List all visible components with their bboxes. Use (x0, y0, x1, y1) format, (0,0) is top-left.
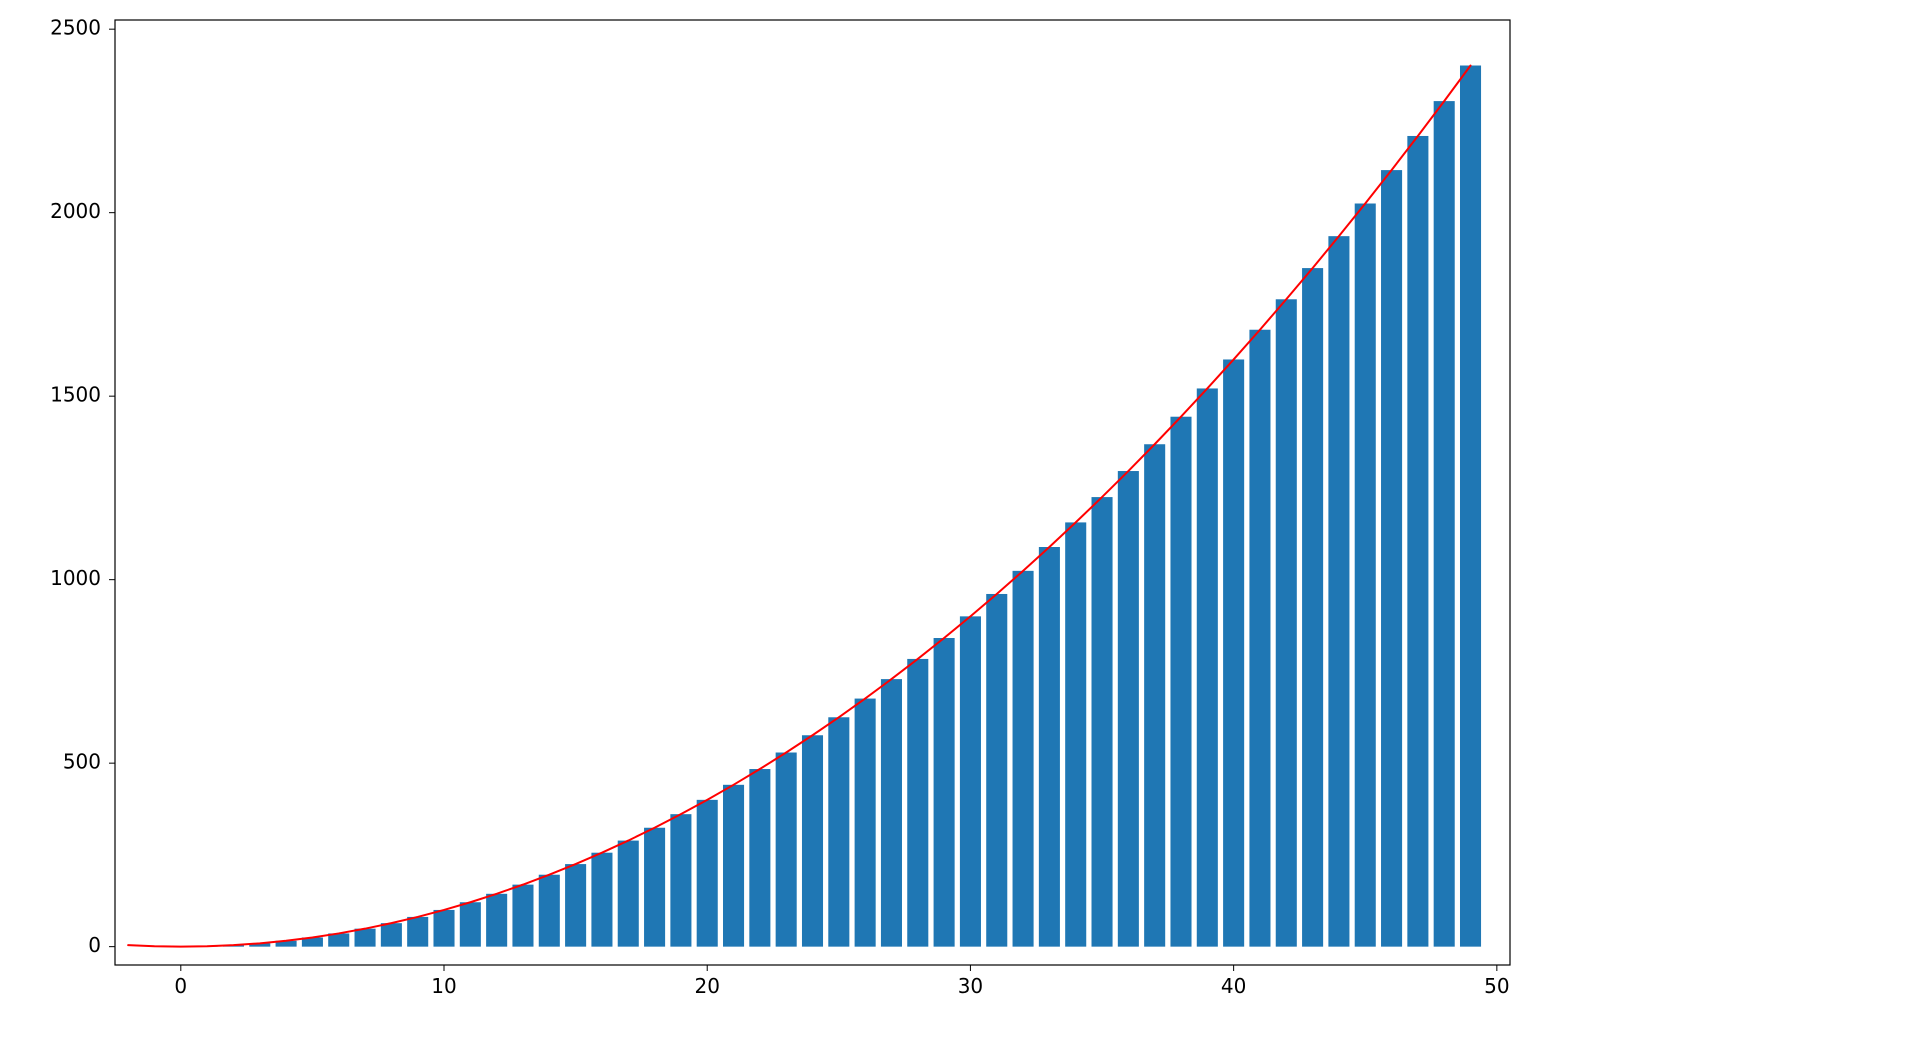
bar (802, 735, 823, 946)
bar (1276, 299, 1297, 946)
bar (960, 616, 981, 946)
bar (776, 753, 797, 947)
bar (1328, 236, 1349, 946)
x-tick-label: 30 (958, 974, 983, 998)
bar (539, 875, 560, 947)
bar (670, 814, 691, 946)
y-tick-label: 500 (63, 750, 101, 774)
bar (433, 910, 454, 947)
bar (512, 885, 533, 947)
bar (644, 828, 665, 947)
bar (697, 800, 718, 947)
bar (1013, 571, 1034, 947)
x-tick-label: 50 (1484, 974, 1509, 998)
bar (355, 929, 376, 947)
bar (723, 785, 744, 947)
y-tick-label: 2000 (50, 199, 101, 223)
bar (881, 679, 902, 947)
bar (1092, 497, 1113, 947)
bar (1381, 170, 1402, 947)
bar (1197, 388, 1218, 946)
bar (1460, 66, 1481, 947)
bar (1407, 136, 1428, 947)
bar-line-chart: 0102030405005001000150020002500 (0, 0, 1920, 1049)
bar (565, 864, 586, 947)
chart-container: 0102030405005001000150020002500 (0, 0, 1920, 1049)
bar (460, 902, 481, 946)
bar (1065, 522, 1086, 946)
y-tick-label: 2500 (50, 16, 101, 40)
bar (407, 917, 428, 947)
bar (1302, 268, 1323, 947)
bar (1039, 547, 1060, 947)
bar (855, 699, 876, 947)
x-tick-label: 10 (431, 974, 456, 998)
x-tick-label: 20 (694, 974, 719, 998)
bar (1118, 471, 1139, 947)
bar (381, 923, 402, 946)
bar (828, 717, 849, 946)
bar (1223, 359, 1244, 946)
bar (591, 853, 612, 947)
x-tick-label: 0 (174, 974, 187, 998)
y-tick-label: 1000 (50, 566, 101, 590)
bar (1355, 204, 1376, 947)
bar (1144, 444, 1165, 946)
bar (934, 638, 955, 947)
bar (986, 594, 1007, 947)
bar (907, 659, 928, 947)
bar (1249, 330, 1270, 947)
x-tick-label: 40 (1221, 974, 1246, 998)
bar (1170, 417, 1191, 947)
bar (618, 841, 639, 947)
bar (749, 769, 770, 947)
bar (486, 894, 507, 947)
y-tick-label: 0 (88, 933, 101, 957)
bar (1434, 101, 1455, 947)
y-tick-label: 1500 (50, 383, 101, 407)
